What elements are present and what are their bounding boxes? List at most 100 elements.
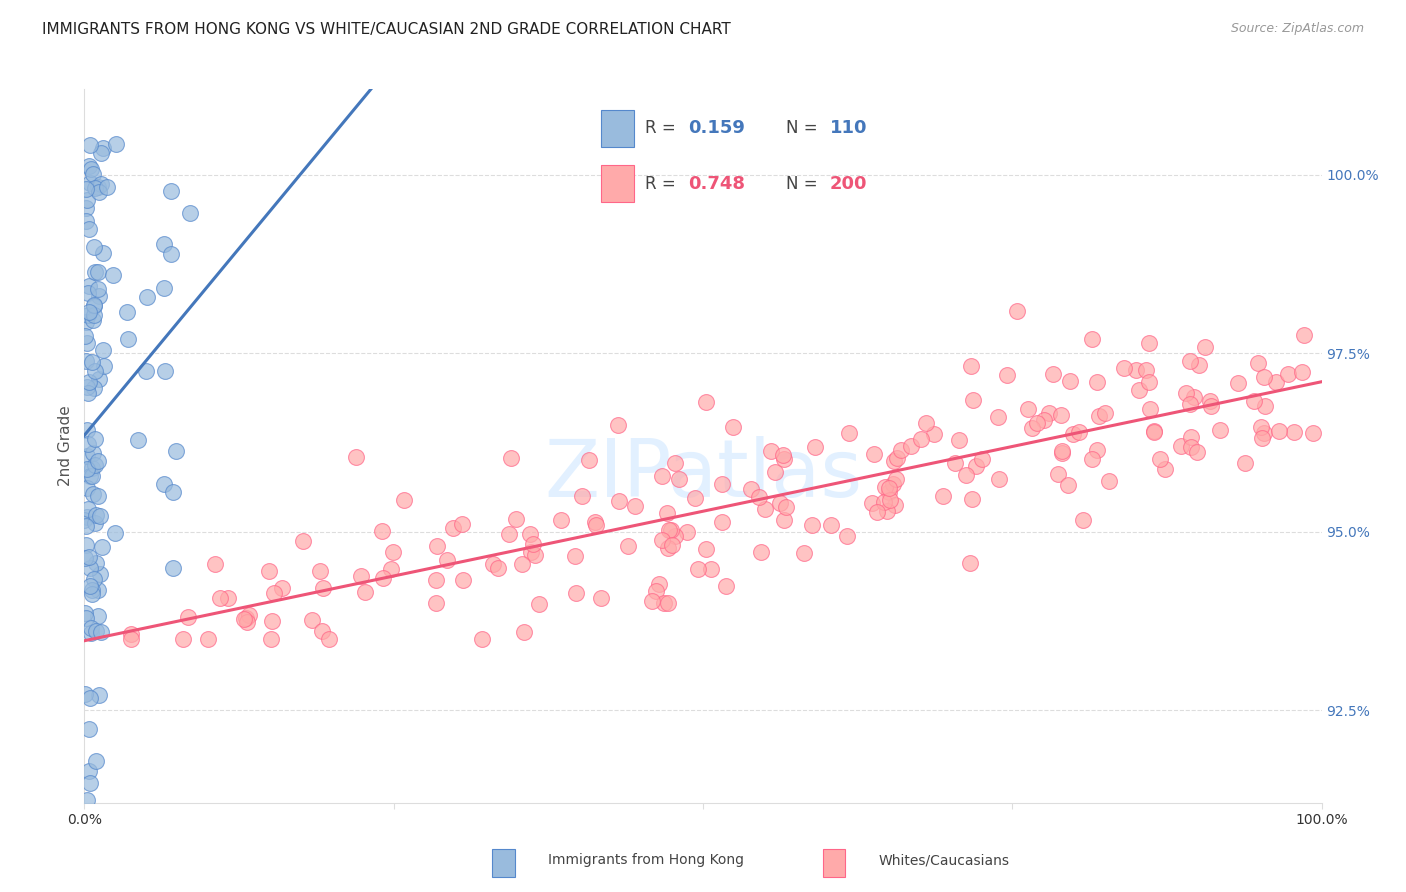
Point [153, 363, 176, 377]
Point [80, 626, 103, 640]
Point [948, 434, 970, 448]
Point [77, 305, 100, 319]
Point [773, 513, 796, 527]
Point [748, 490, 770, 504]
Point [350, 568, 373, 582]
Point [652, 595, 675, 609]
Point [263, 585, 285, 599]
Point [104, 136, 127, 151]
Point [127, 434, 149, 448]
Point [1073, 513, 1095, 527]
Point [82, 168, 104, 182]
Text: IMMIGRANTS FROM HONG KONG VS WHITE/CAUCASIAN 2ND GRADE CORRELATION CHART: IMMIGRANTS FROM HONG KONG VS WHITE/CAUCA… [42, 22, 731, 37]
Point [1088, 409, 1111, 423]
Point [233, 612, 256, 626]
Point [499, 451, 522, 466]
Point [82, 487, 104, 501]
Point [510, 558, 533, 572]
Point [754, 502, 776, 516]
Point [90, 540, 112, 554]
Point [1180, 397, 1202, 411]
Point [84, 508, 107, 522]
Point [91, 246, 114, 260]
Point [76, 380, 98, 394]
Point [75, 611, 97, 625]
Point [879, 492, 901, 507]
Point [775, 500, 797, 514]
Point [75, 519, 97, 533]
Point [1085, 442, 1108, 457]
Point [714, 579, 737, 593]
Point [75, 354, 97, 368]
Point [550, 513, 572, 527]
Point [380, 562, 402, 576]
Point [82, 313, 104, 327]
Point [260, 615, 283, 629]
Point [1062, 426, 1084, 441]
Point [117, 332, 139, 346]
Point [73, 550, 96, 565]
Point [77, 222, 100, 236]
Point [344, 450, 367, 464]
Text: R =: R = [644, 120, 675, 137]
Point [76, 285, 98, 300]
Point [1046, 467, 1069, 481]
Point [657, 596, 679, 610]
Point [436, 552, 458, 566]
Point [943, 457, 966, 471]
Point [87, 282, 110, 296]
Point [82, 587, 104, 601]
Point [1017, 401, 1039, 416]
Point [1178, 354, 1201, 368]
Point [1135, 362, 1157, 376]
Point [1180, 441, 1202, 455]
Point [450, 516, 472, 531]
Point [606, 417, 628, 432]
Point [987, 472, 1010, 486]
Point [900, 439, 922, 453]
Point [104, 525, 127, 540]
Point [236, 615, 259, 629]
Point [486, 561, 509, 575]
Point [759, 444, 782, 458]
Point [172, 632, 194, 646]
Point [80, 469, 103, 483]
Point [883, 453, 905, 467]
Point [668, 472, 690, 486]
Point [1209, 423, 1232, 437]
Point [651, 533, 673, 548]
Point [607, 494, 630, 508]
Point [392, 493, 415, 508]
Point [641, 593, 664, 607]
Point [1080, 332, 1102, 346]
Point [79, 579, 101, 593]
Point [312, 581, 335, 595]
Point [695, 395, 717, 409]
Point [1188, 359, 1211, 373]
Point [769, 496, 792, 510]
Point [136, 290, 159, 304]
Point [835, 529, 858, 543]
Point [721, 419, 744, 434]
Point [87, 185, 110, 199]
Point [882, 476, 904, 491]
Point [90, 178, 112, 192]
Point [120, 632, 142, 646]
Point [77, 386, 100, 401]
Point [1021, 420, 1043, 434]
Point [76, 335, 98, 350]
Point [153, 281, 176, 295]
FancyBboxPatch shape [600, 110, 634, 147]
Point [1052, 444, 1074, 458]
Point [77, 375, 100, 389]
Point [1153, 462, 1175, 476]
Point [1234, 456, 1257, 470]
Point [1059, 374, 1081, 388]
Point [1050, 446, 1073, 460]
Point [564, 549, 586, 563]
Point [659, 523, 682, 537]
Point [77, 764, 100, 778]
Text: 0.748: 0.748 [689, 175, 745, 193]
Point [1112, 361, 1135, 376]
Point [512, 625, 534, 640]
